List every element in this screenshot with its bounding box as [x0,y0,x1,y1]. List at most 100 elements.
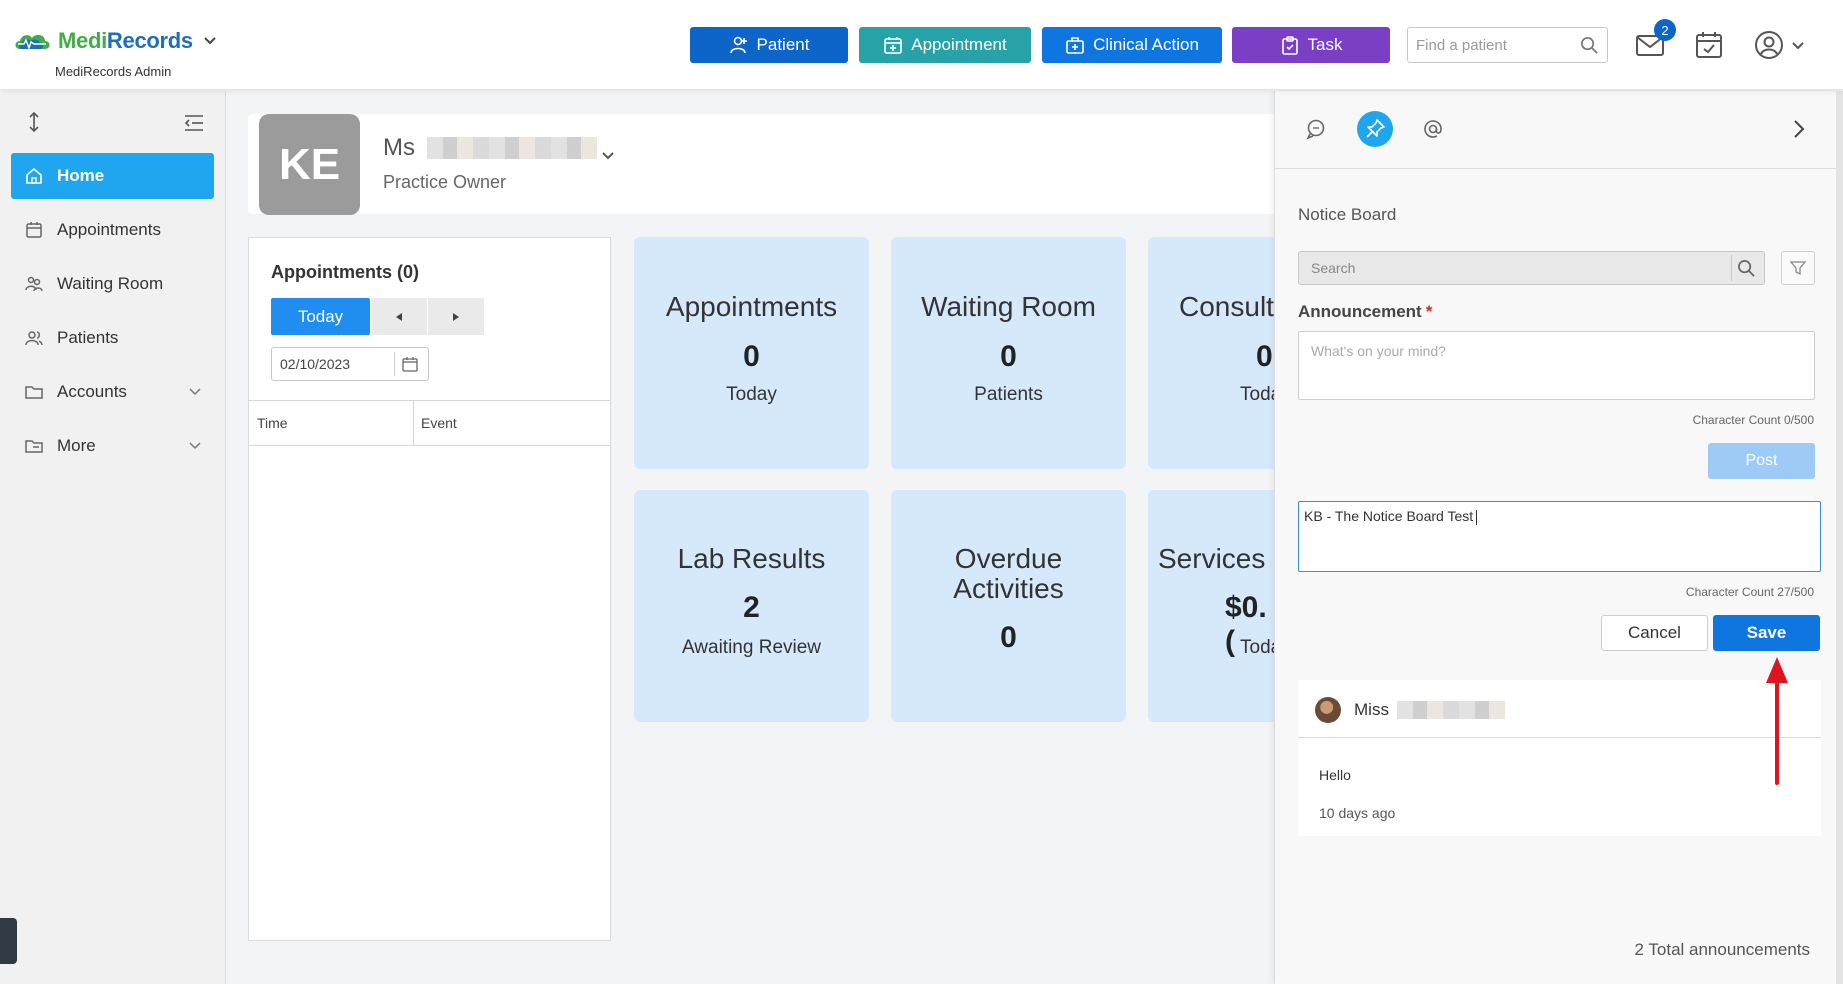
date-value: 02/10/2023 [280,356,351,372]
text-caret [1476,509,1478,525]
find-patient-search[interactable] [1407,27,1608,63]
card-title: Appointments [665,291,838,322]
notice-search[interactable] [1298,251,1765,285]
tab-notice-board[interactable] [1357,111,1393,147]
new-patient-button[interactable]: Patient [690,27,848,63]
chevron-down-icon[interactable] [600,148,616,164]
search-icon[interactable] [1737,259,1756,278]
card-consult[interactable]: Consult 0 Toda [1148,237,1274,469]
profile-name[interactable]: Ms [383,134,597,162]
chevron-down-icon[interactable] [203,34,217,48]
mail-badge: 2 [1654,19,1676,41]
edit-announcement-field[interactable]: KB - The Notice Board Test [1298,501,1821,572]
sidebar-item-label: Waiting Room [57,274,164,293]
notice-search-input[interactable] [1299,252,1719,284]
card-value: 0 [1000,621,1017,654]
chevron-down-icon[interactable] [1790,38,1806,54]
pin-icon [1366,119,1385,138]
appointments-panel-title: Appointments (0) [271,262,419,282]
total-announcements: 2 Total announcements [1634,940,1810,959]
post-body: Hello [1319,767,1351,783]
sidebar-item-label: More [57,436,96,455]
top-bar: MediRecords MediRecords Admin Patient Ap… [0,0,1843,90]
character-count-new: Character Count 0/500 [1692,413,1814,427]
notice-board-title: Notice Board [1298,205,1397,224]
filter-button[interactable] [1781,251,1815,285]
today-button[interactable]: Today [271,298,370,335]
users-icon [25,331,43,346]
date-picker-field[interactable]: 02/10/2023 [271,347,429,381]
sidebar-item-more[interactable]: More [11,423,214,469]
post-button[interactable]: Post [1708,443,1815,479]
profile-role: Practice Owner [383,172,507,192]
chevron-down-icon[interactable] [188,385,202,399]
save-button[interactable]: Save [1713,615,1820,651]
brand-name: MediRecords [58,28,193,54]
next-day-button[interactable] [428,298,484,335]
card-value: 0 [743,340,760,373]
medical-kit-icon [1066,37,1084,54]
search-icon[interactable] [1580,36,1599,55]
card-subtitle: Today [726,384,777,405]
user-account-icon[interactable] [1754,30,1784,60]
chevron-right-icon[interactable] [1789,119,1809,139]
card-appointments[interactable]: Appointments 0 Today [634,237,869,469]
clinical-action-label: Clinical Action [1093,35,1199,54]
redacted-name [1396,701,1505,719]
caret-left-icon [396,312,402,321]
expand-vertical-icon[interactable] [25,111,43,133]
avatar [1315,697,1341,723]
calendar-check-icon[interactable] [1694,30,1724,60]
sidebar-nav: Home Appointments Waiting Room Patients … [11,153,214,477]
new-appointment-label: Appointment [911,35,1007,54]
date-divider [394,352,395,376]
new-appointment-button[interactable]: Appointment [859,27,1031,63]
collapse-sidebar-icon[interactable] [183,113,205,133]
sidebar-item-home[interactable]: Home [11,153,214,199]
scrollbar-track[interactable] [1836,91,1843,984]
sidebar-item-label: Accounts [57,382,127,401]
tab-mentions[interactable] [1415,111,1451,147]
card-overdue-activities[interactable]: Overdue Activities 0 [891,490,1126,722]
sidebar-item-patients[interactable]: Patients [11,315,214,361]
mail-icon[interactable] [1635,30,1665,60]
brand-name-records: Records [106,28,193,53]
card-value: 0 [1256,340,1273,373]
filter-icon [1790,261,1806,276]
tab-messages[interactable] [1298,111,1334,147]
at-sign-icon [1424,120,1442,138]
announcement-label-text: Announcement [1298,302,1422,321]
card-waiting-room[interactable]: Waiting Room 0 Patients [891,237,1126,469]
brand-logo-group[interactable]: MediRecords [12,28,217,54]
required-marker: * [1425,302,1433,321]
card-lab-results[interactable]: Lab Results 2 Awaiting Review [634,490,869,722]
announcement-label: Announcement * [1298,302,1432,322]
new-patient-label: Patient [756,35,810,54]
card-title: Services I [1158,543,1274,574]
cancel-button[interactable]: Cancel [1601,615,1708,651]
sidebar-item-appointments[interactable]: Appointments [11,207,214,253]
sidebar-item-waiting-room[interactable]: Waiting Room [11,261,214,307]
announcement-field[interactable] [1298,331,1815,400]
card-subtitle: Toda [1240,637,1274,658]
edit-announcement-text-wrap: KB - The Notice Board Test [1304,508,1478,525]
people-icon [25,276,43,292]
card-title: Consult [1179,291,1274,322]
search-divider [1731,255,1732,281]
chevron-down-icon[interactable] [188,439,202,453]
sidebar-item-accounts[interactable]: Accounts [11,369,214,415]
clipboard-icon [1281,36,1298,55]
profile-header: KE Ms Practice Owner [248,114,1278,215]
announcement-textarea[interactable] [1299,332,1814,399]
find-patient-input[interactable] [1408,28,1568,62]
edit-announcement-text: KB - The Notice Board Test [1304,508,1474,524]
clinical-action-button[interactable]: Clinical Action [1042,27,1222,63]
new-task-button[interactable]: Task [1232,27,1390,63]
side-drawer-tab[interactable] [0,918,17,964]
calendar-icon[interactable] [402,356,418,372]
calendar-plus-icon [884,37,903,54]
previous-day-button[interactable] [371,298,427,335]
card-title-line2: Activities [953,573,1064,604]
card-services[interactable]: Services I $0.( Toda [1148,490,1274,722]
profile-salutation: Ms [383,134,415,161]
